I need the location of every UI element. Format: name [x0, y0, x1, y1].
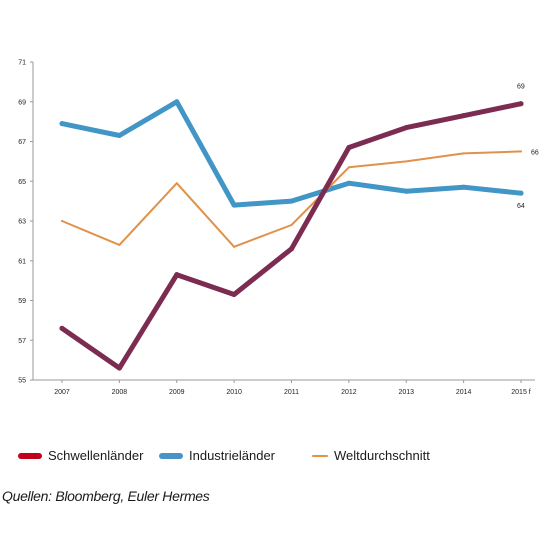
y-tick-label: 59	[18, 298, 26, 305]
legend-label: Industrieländer	[189, 448, 275, 463]
legend-label: Schwellenländer	[48, 448, 144, 463]
x-tick-label: 2009	[169, 389, 185, 396]
chart-series	[59, 99, 524, 371]
y-tick-label: 63	[18, 219, 26, 226]
data-point	[231, 202, 237, 208]
legend-item-schwellenlaender: Schwellenländer	[18, 448, 143, 463]
data-point	[289, 198, 294, 204]
x-tick-label: 2013	[398, 389, 414, 396]
data-point	[461, 184, 467, 190]
chart-legend: Schwellenländer Industrieländer Weltdurc…	[0, 448, 540, 472]
data-point	[405, 160, 408, 163]
data-point	[174, 99, 180, 105]
y-tick-label: 55	[18, 378, 26, 385]
data-point	[59, 121, 65, 127]
data-point	[520, 150, 522, 153]
data-point	[61, 220, 63, 222]
data-point	[461, 113, 467, 119]
end-value-label: 64	[517, 203, 525, 210]
end-value-label: 69	[517, 84, 525, 91]
legend-item-weltdurchschnitt: Weltdurchschnitt	[312, 448, 430, 463]
y-tick-label: 57	[18, 338, 26, 345]
data-point	[347, 166, 350, 169]
y-tick-label: 67	[18, 139, 26, 146]
y-tick-label: 65	[18, 179, 26, 186]
y-tick-label: 71	[18, 60, 26, 67]
data-point	[518, 101, 524, 107]
data-point	[116, 365, 122, 371]
series-line-0	[59, 101, 524, 371]
chart-axes	[32, 62, 535, 381]
data-point	[403, 188, 409, 194]
x-axis-ticks: 2007 2008 2009 2010 2011 2012 2013 2014 2015 f	[54, 380, 531, 396]
x-tick-label: 2015 f	[511, 389, 531, 396]
end-value-label: 66	[531, 149, 539, 156]
x-tick-label: 2012	[341, 389, 357, 396]
legend-swatch	[159, 452, 183, 459]
data-point	[175, 182, 178, 185]
end-labels: 69 64 66	[517, 84, 539, 210]
x-tick-label: 2007	[54, 389, 70, 396]
data-point	[346, 144, 352, 150]
y-axis-ticks: 55 57 59 61 63 65 67 69 71	[18, 60, 33, 385]
legend-item-industrielaender: Industrieländer	[159, 448, 275, 463]
data-point	[289, 246, 294, 252]
legend-swatch	[18, 452, 42, 459]
x-tick-label: 2010	[226, 389, 242, 396]
data-point	[59, 325, 65, 331]
data-point	[233, 245, 236, 248]
data-point	[231, 292, 237, 298]
data-point	[174, 272, 180, 278]
data-point	[116, 133, 122, 139]
data-point	[462, 152, 465, 155]
data-point	[290, 223, 293, 226]
y-tick-label: 69	[18, 99, 26, 106]
legend-label: Weltdurchschnitt	[334, 448, 430, 463]
data-point	[518, 190, 524, 196]
data-point	[118, 243, 121, 246]
y-tick-label: 61	[18, 258, 26, 265]
data-point	[403, 125, 409, 131]
legend-swatch	[312, 454, 328, 457]
data-point	[346, 180, 352, 186]
x-tick-label: 2014	[456, 389, 472, 396]
x-tick-label: 2011	[284, 389, 299, 396]
x-tick-label: 2008	[112, 389, 128, 396]
source-note: Quellen: Bloomberg, Euler Hermes	[2, 488, 210, 504]
